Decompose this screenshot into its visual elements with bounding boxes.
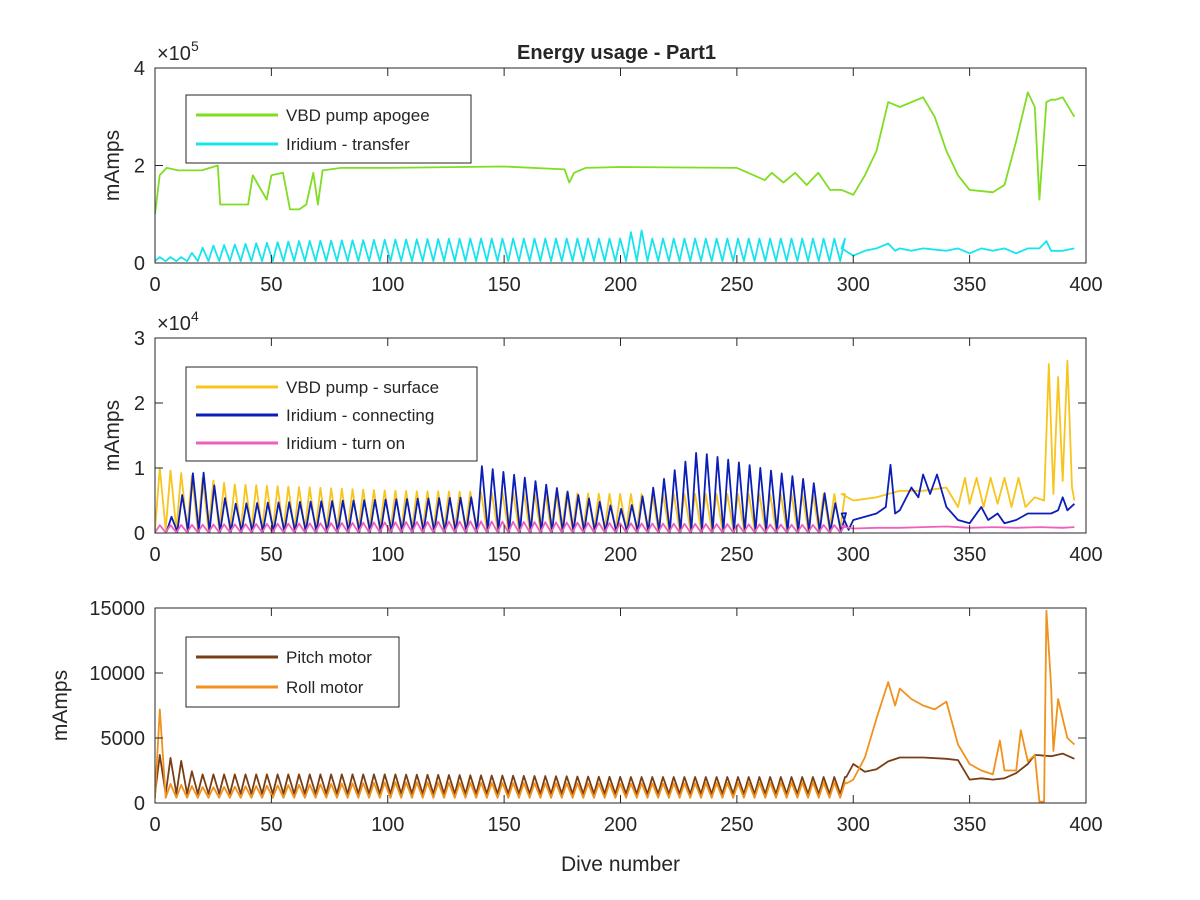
y-tick-label: 0 [134,793,145,815]
x-tick-label: 250 [720,814,753,836]
chart-title: Energy usage - Part1 [517,42,716,64]
legend: Pitch motor Roll motor [185,636,400,708]
y-axis-label: mAmps [101,130,124,201]
legend-box [185,94,472,164]
x-tick-label: 200 [604,544,637,566]
series-group [155,359,1076,534]
y-tick-label: 0 [134,523,145,545]
y-exponent-label: ×105 [157,38,199,65]
x-tick-label: 100 [371,814,404,836]
x-tick-label: 300 [837,274,870,296]
x-tick-label: 200 [604,274,637,296]
series-line-iridium-turn-on [155,520,1075,534]
subplot-2: 0 50 100 150 200 250 300 350 400 0 1 2 3 ×104 mAmps VBD… [101,308,1103,566]
x-tick-label: 0 [149,544,160,566]
x-tick-label: 300 [837,544,870,566]
x-tick-label: 100 [371,544,404,566]
y-tick-label: 15000 [89,598,145,620]
y-axis-label: mAmps [101,400,124,471]
x-tick-label: 350 [953,814,986,836]
y-tick-label: 2 [134,393,145,415]
x-tick-label: 50 [260,814,282,836]
x-tick-label: 50 [260,544,282,566]
legend-entry: Iridium - transfer [286,135,410,154]
y-tick-label: 4 [134,58,145,80]
legend-entry: VBD pump - surface [286,378,439,397]
y-exponent-label: ×104 [157,308,199,335]
x-axis-label: Dive number [561,853,680,876]
legend-entry: VBD pump apogee [286,106,430,125]
series-line-pitch-motor [155,752,1075,795]
y-axis-label: mAmps [49,670,72,741]
x-tick-label: 250 [720,544,753,566]
y-tick-label: 10000 [89,663,145,685]
x-tick-label: 200 [604,814,637,836]
series-line-roll-motor [155,609,1076,803]
series-group [155,91,1076,262]
y-tick-label: 2 [134,156,145,178]
x-tick-label: 150 [487,274,520,296]
x-tick-label: 400 [1069,544,1102,566]
x-tick-label: 150 [487,544,520,566]
series-line-vbd-pump-apogee [155,91,1076,215]
y-tick-label: 0 [134,253,145,275]
x-tick-label: 350 [953,274,986,296]
x-tick-label: 0 [149,274,160,296]
legend-entry: Roll motor [286,678,364,697]
subplot-1: 0 50 100 150 200 250 300 350 400 0 2 4 ×105 mAmps Ener… [101,38,1103,296]
y-tick-label: 5000 [101,728,146,750]
subplot-3: 0 50 100 150 200 250 300 350 400 0 5000 10000 15000 m… [49,598,1103,876]
x-tick-label: 300 [837,814,870,836]
x-tick-label: 350 [953,544,986,566]
legend-entry: Pitch motor [286,648,372,667]
legend-entry: Iridium - connecting [286,406,434,425]
legend: VBD pump apogee Iridium - transfer [185,94,472,164]
series-line-iridium-transfer [155,229,1075,262]
legend-entry: Iridium - turn on [286,434,405,453]
x-tick-label: 400 [1069,814,1102,836]
x-tick-label: 0 [149,814,160,836]
legend-box [185,636,400,708]
x-tick-label: 400 [1069,274,1102,296]
x-tick-label: 250 [720,274,753,296]
y-tick-label: 3 [134,328,145,350]
x-tick-label: 150 [487,814,520,836]
x-tick-label: 100 [371,274,404,296]
legend: VBD pump - surface Iridium - connecting Ir… [185,366,478,462]
series-group [155,609,1076,803]
y-tick-label: 1 [134,458,145,480]
x-tick-label: 50 [260,274,282,296]
